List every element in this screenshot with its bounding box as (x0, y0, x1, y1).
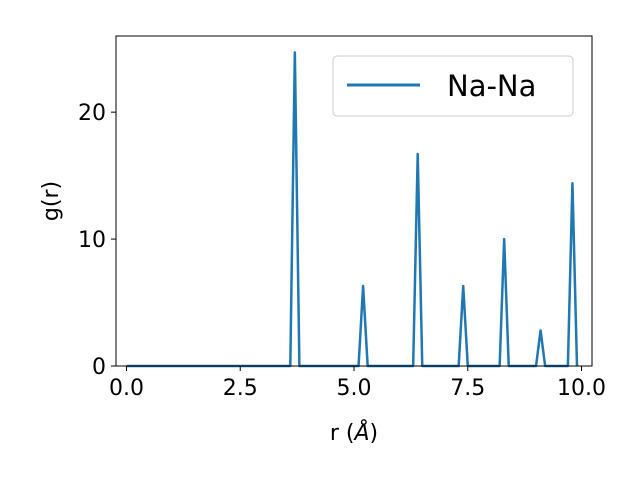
x-tick-label: 5.0 (337, 376, 372, 401)
y-axis-ticks: 0 10 20 (78, 101, 116, 380)
x-tick-label: 7.5 (450, 376, 485, 401)
legend: Na-Na (332, 55, 574, 117)
x-tick-label: 2.5 (223, 376, 258, 401)
x-axis-label: r (Å) (330, 419, 378, 446)
legend-box (332, 55, 574, 117)
x-axis-label-text: r ( (330, 421, 355, 446)
y-tick-label: 0 (92, 355, 106, 380)
y-axis-label: g(r) (39, 181, 64, 221)
x-tick-label: 0.0 (109, 376, 144, 401)
y-tick-label: 20 (78, 101, 106, 126)
y-tick-label: 10 (78, 228, 106, 253)
x-axis-ticks: 0.0 2.5 5.0 7.5 10.0 (109, 366, 606, 401)
x-axis-label-close: ) (370, 421, 379, 446)
x-axis-label-unit: Å (352, 419, 369, 446)
x-tick-label: 10.0 (557, 376, 606, 401)
legend-label-na-na: Na-Na (447, 69, 536, 103)
